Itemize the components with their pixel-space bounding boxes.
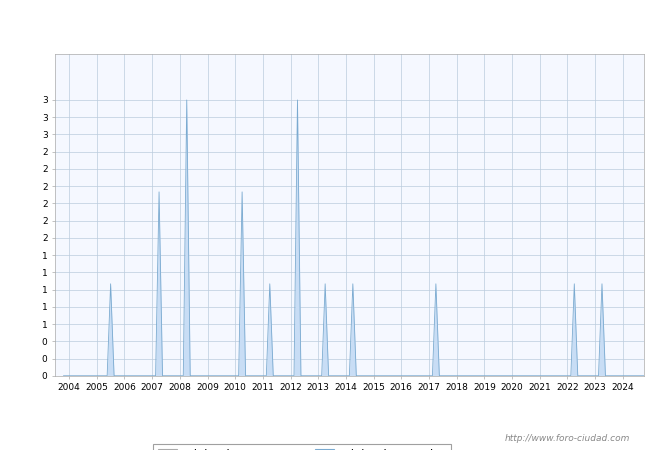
Legend: Viviendas Nuevas, Viviendas Usadas: Viviendas Nuevas, Viviendas Usadas — [153, 444, 451, 450]
Text: http://www.foro-ciudad.com: http://www.foro-ciudad.com — [505, 434, 630, 443]
Text: Ibrillos - Evolucion del Nº de Transacciones Inmobiliarias: Ibrillos - Evolucion del Nº de Transacci… — [118, 16, 532, 31]
